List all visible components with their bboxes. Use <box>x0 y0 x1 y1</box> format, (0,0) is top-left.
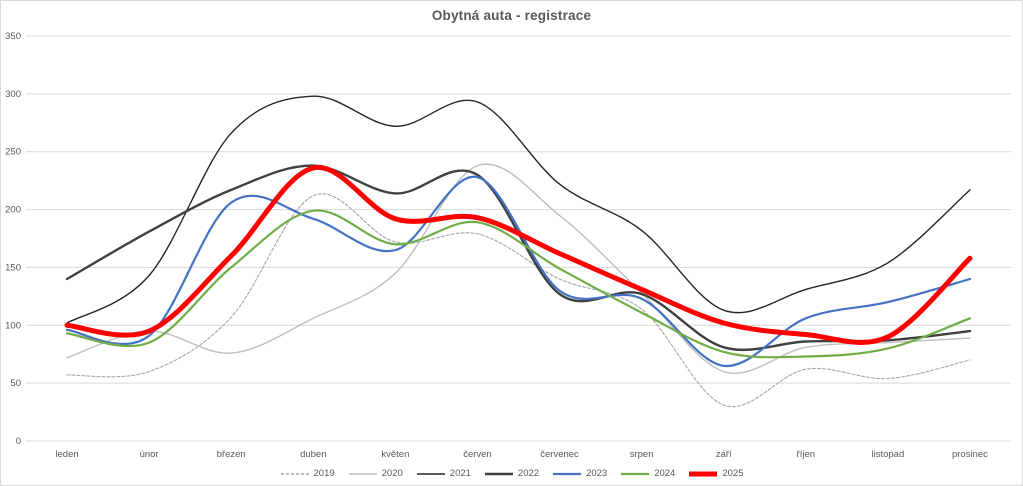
series-line-2020 <box>66 163 971 374</box>
y-tick-label: 350 <box>5 31 21 42</box>
legend-item-2020: 2020 <box>348 468 403 479</box>
legend-label-2022: 2022 <box>517 468 540 479</box>
legend-item-2025: 2025 <box>688 468 743 479</box>
y-tick-label: 0 <box>16 436 21 447</box>
y-tick-label: 50 <box>10 378 21 389</box>
legend-item-2021: 2021 <box>416 468 471 479</box>
x-tick-label: srpen <box>630 449 654 460</box>
y-tick-label: 300 <box>5 89 21 100</box>
series-line-2022 <box>65 164 972 352</box>
chart-title: Obytná auta - registrace <box>431 8 592 23</box>
legend-line-sample-2019 <box>280 472 309 475</box>
legend: 2019 2020 2021 2022 2023 2024 2025 <box>1 468 1022 479</box>
x-tick-label: březen <box>217 449 246 460</box>
legend-line-sample-2020 <box>348 472 377 475</box>
x-tick-label: únor <box>140 449 159 460</box>
legend-line-sample-2024 <box>621 472 650 475</box>
x-tick-label: listopad <box>872 449 905 460</box>
legend-item-2023: 2023 <box>552 468 607 479</box>
y-tick-label: 150 <box>5 262 21 273</box>
x-tick-label: leden <box>55 449 78 460</box>
legend-line-sample-2023 <box>553 472 582 475</box>
series-line-2024 <box>65 209 972 359</box>
x-tick-label: duben <box>300 449 326 460</box>
x-tick-label: září <box>716 449 732 460</box>
legend-line-sample-2022 <box>484 472 513 475</box>
x-tick-label: říjen <box>797 449 815 460</box>
y-tick-label: 250 <box>5 147 21 158</box>
series-line-2019 <box>66 193 971 408</box>
y-tick-label: 200 <box>5 205 21 216</box>
series-line-2025 <box>64 165 973 345</box>
legend-line-sample-2025 <box>689 471 718 476</box>
legend-label-2019: 2019 <box>313 468 335 479</box>
x-tick-label: červen <box>463 449 492 460</box>
legend-label-2020: 2020 <box>381 468 403 479</box>
legend-item-2019: 2019 <box>280 468 335 479</box>
legend-item-2024: 2024 <box>620 468 675 479</box>
y-tick-label: 100 <box>5 320 21 331</box>
x-tick-label: prosinec <box>952 449 988 460</box>
x-tick-label: květen <box>381 449 409 460</box>
legend-label-2023: 2023 <box>586 468 608 479</box>
legend-label-2025: 2025 <box>722 468 744 479</box>
legend-label-2021: 2021 <box>449 468 471 479</box>
series-line-2021 <box>66 95 971 324</box>
legend-label-2024: 2024 <box>654 468 676 479</box>
x-tick-label: červenec <box>540 449 579 460</box>
legend-line-sample-2021 <box>416 472 445 475</box>
series-line-2023 <box>65 175 972 367</box>
legend-item-2022: 2022 <box>484 468 539 479</box>
